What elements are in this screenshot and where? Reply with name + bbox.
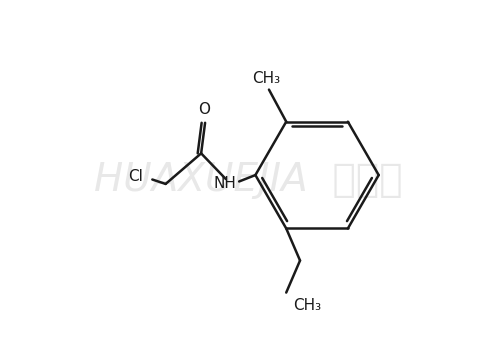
Text: HUAXUEJIA  化学加: HUAXUEJIA 化学加 bbox=[94, 161, 402, 199]
Text: O: O bbox=[198, 102, 210, 117]
Text: CH₃: CH₃ bbox=[252, 71, 281, 86]
Text: CH₃: CH₃ bbox=[294, 297, 322, 312]
Text: Cl: Cl bbox=[128, 169, 143, 184]
Text: NH: NH bbox=[214, 176, 237, 192]
